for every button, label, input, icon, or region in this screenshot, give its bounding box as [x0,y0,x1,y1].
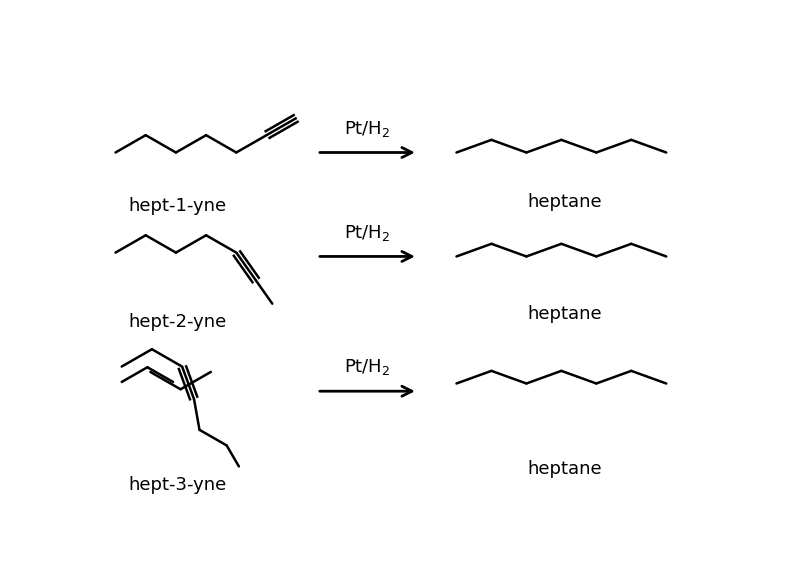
Text: Pt/H$_2$: Pt/H$_2$ [344,357,390,377]
Text: heptane: heptane [528,193,602,211]
Text: heptane: heptane [528,460,602,479]
Text: heptane: heptane [528,305,602,323]
Text: hept-2-yne: hept-2-yne [128,312,226,331]
Text: Pt/H$_2$: Pt/H$_2$ [344,119,390,138]
Text: Pt/H$_2$: Pt/H$_2$ [344,223,390,242]
Text: hept-1-yne: hept-1-yne [129,197,226,215]
Text: hept-3-yne: hept-3-yne [128,476,226,494]
